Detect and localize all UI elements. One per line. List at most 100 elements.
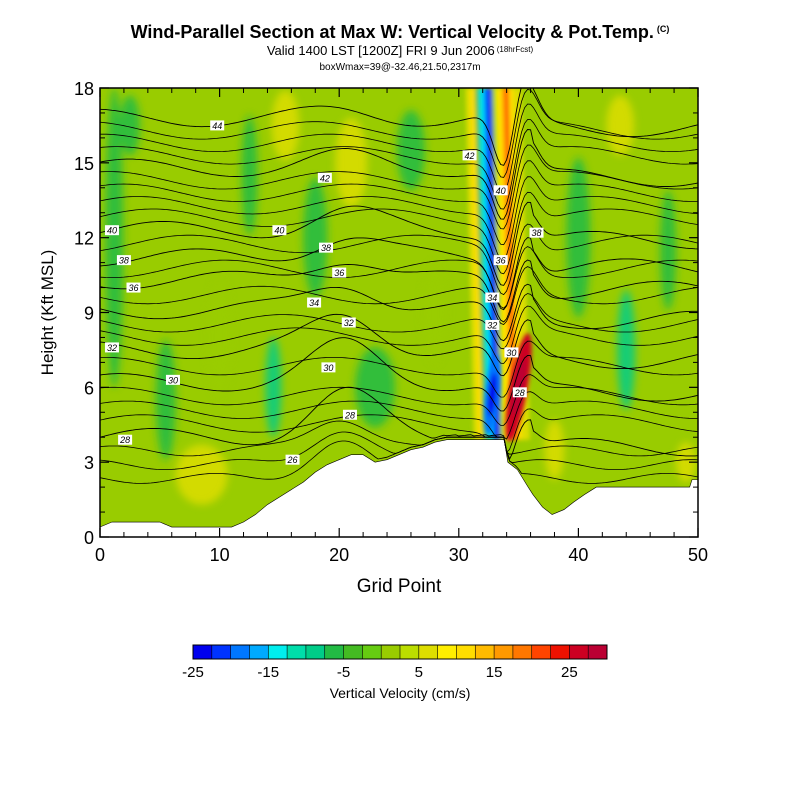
theta-contours xyxy=(100,88,698,484)
field-blob xyxy=(566,157,591,318)
colorbar-swatch xyxy=(287,645,307,659)
colorbar-swatch xyxy=(268,645,288,659)
theta-contour-36 xyxy=(100,259,698,323)
colorbar-swatch xyxy=(381,645,401,659)
y-tick-label: 3 xyxy=(84,453,94,473)
theta-label-group: 38 xyxy=(319,242,334,253)
theta-label-box xyxy=(512,387,527,398)
theta-contour-minor xyxy=(100,103,698,194)
colorbar-swatch xyxy=(437,645,457,659)
theta-label-group: 40 xyxy=(493,185,508,196)
theta-label: 38 xyxy=(119,256,129,266)
colorbar-tick-label: 25 xyxy=(561,664,578,681)
theta-label: 32 xyxy=(344,318,354,328)
field-blob xyxy=(271,90,300,161)
y-tick-label: 15 xyxy=(74,154,94,174)
theta-label-box xyxy=(342,409,357,420)
colorbar-swatch xyxy=(362,645,382,659)
field-blob xyxy=(544,419,565,480)
theta-contour-labels: 44 42 42 40 40 40 38 38 38 36 36 36 34 34 32 32 32 30 30 30… xyxy=(104,120,544,465)
y-tick-label: 9 xyxy=(84,304,94,324)
theta-label: 38 xyxy=(321,243,331,253)
colorbar-swatch xyxy=(531,645,551,659)
theta-label-group: 38 xyxy=(529,227,544,238)
field-blob xyxy=(606,95,635,156)
theta-label-group: 28 xyxy=(512,387,527,398)
theta-contour-minor xyxy=(100,160,698,246)
theta-label-group: 30 xyxy=(321,362,336,373)
x-tick-label: 50 xyxy=(688,545,708,565)
theta-label: 38 xyxy=(532,228,542,238)
theta-contour-minor xyxy=(100,340,698,398)
theta-label-box xyxy=(529,227,544,238)
colorbar-swatch xyxy=(569,645,589,659)
theta-label: 32 xyxy=(107,343,117,353)
theta-contour-minor xyxy=(100,293,698,350)
x-tick-label: 10 xyxy=(210,545,230,565)
theta-contour-30 xyxy=(100,337,698,412)
theta-contour-minor xyxy=(100,223,698,296)
colorbar-swatch xyxy=(211,645,231,659)
theta-label-box xyxy=(485,292,500,303)
theta-label-box xyxy=(272,225,287,236)
theta-label-group: 32 xyxy=(485,319,500,330)
theta-label-box xyxy=(341,317,356,328)
theta-label-box xyxy=(332,267,347,278)
colorbar-swatch xyxy=(475,645,495,659)
theta-label: 36 xyxy=(334,268,344,278)
theta-contour-minor xyxy=(100,246,698,309)
theta-label-group: 28 xyxy=(342,409,357,420)
y-tick-label: 0 xyxy=(84,528,94,548)
x-tick-label: 30 xyxy=(449,545,469,565)
theta-label: 30 xyxy=(323,363,333,373)
theta-label-group: 32 xyxy=(341,317,356,328)
field-blob xyxy=(335,117,368,208)
theta-label-group: 36 xyxy=(332,267,347,278)
theta-label-box xyxy=(285,454,300,465)
theta-label: 34 xyxy=(309,298,319,308)
colorbar-swatch xyxy=(193,645,213,659)
colorbar-swatch xyxy=(230,645,250,659)
theta-label-box xyxy=(126,282,141,293)
theta-contour-32 xyxy=(100,313,698,377)
theta-label-group: 38 xyxy=(116,255,131,266)
theta-contour-minor xyxy=(100,266,698,325)
theta-contour-minor xyxy=(100,119,698,210)
theta-label: 34 xyxy=(487,293,497,303)
theta-label: 40 xyxy=(496,186,506,196)
theta-contour-42 xyxy=(100,129,698,220)
theta-label-group: 34 xyxy=(485,292,500,303)
colorbar-label: Vertical Velocity (cm/s) xyxy=(330,685,471,701)
theta-label: 36 xyxy=(128,283,138,293)
colorbar-swatch xyxy=(588,645,608,659)
theta-label: 42 xyxy=(320,173,330,183)
colorbar-tick-label: 15 xyxy=(486,664,503,681)
theta-label-box xyxy=(462,150,477,161)
colorbar-swatch xyxy=(343,645,363,659)
field-blob xyxy=(660,190,677,311)
colorbar-swatch xyxy=(305,645,326,659)
x-tick-label: 20 xyxy=(329,545,349,565)
theta-label-box xyxy=(210,120,225,131)
field-blob xyxy=(355,347,396,428)
theta-contour-44 xyxy=(100,88,698,166)
field-blob xyxy=(207,277,232,398)
theta-contour-minor xyxy=(100,420,698,457)
field-blob xyxy=(155,339,176,460)
theta-contour-40 xyxy=(100,201,698,286)
downdraft-peak xyxy=(487,372,497,417)
terrain-fill xyxy=(99,439,699,538)
field-blob xyxy=(303,177,328,298)
theta-contour-minor xyxy=(100,176,698,261)
chart-subtitle: Valid 1400 LST [1200Z] FRI 9 Jun 2006 (18… xyxy=(266,43,534,58)
chart-subsubtitle: boxWmax=39@-32.46,21.50,2317m xyxy=(319,62,481,73)
theta-contour-minor xyxy=(100,305,698,364)
theta-label: 44 xyxy=(212,121,222,131)
terrain-mask xyxy=(99,439,699,538)
theta-label-box xyxy=(104,225,119,236)
theta-contour-38 xyxy=(100,237,698,311)
theta-label-box xyxy=(165,374,180,385)
field-blob xyxy=(105,88,124,388)
